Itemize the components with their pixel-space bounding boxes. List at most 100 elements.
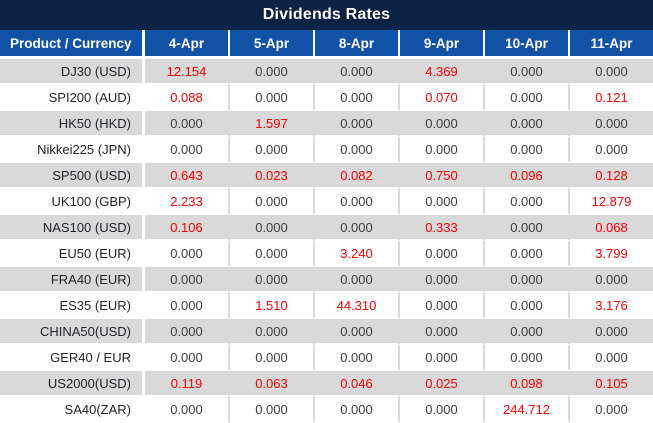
product-cell: SA40(ZAR) [0,397,145,423]
value-cell: 0.068 [570,215,653,241]
value-cell: 0.063 [230,371,315,397]
value-cell: 0.000 [315,267,400,293]
value-cell: 0.000 [485,267,570,293]
table-row: FRA40 (EUR) 0.000 0.000 0.000 0.000 0.000 0.00… [0,267,653,293]
value-cell: 0.088 [145,85,230,111]
value-cell: 0.105 [570,371,653,397]
table-title-bar: Dividends Rates [0,0,653,30]
table-row: UK100 (GBP) 2.233 0.000 0.000 0.000 0.000 12.8… [0,189,653,215]
header-row: Product / Currency 4-Apr 5-Apr 8-Apr 9-Apr 1… [0,30,653,59]
value-cell: 0.000 [145,241,230,267]
table-row: NAS100 (USD) 0.106 0.000 0.000 0.333 0.000 0.0… [0,215,653,241]
value-cell: 0.046 [315,371,400,397]
value-cell: 0.000 [400,293,485,319]
table-title: Dividends Rates [262,6,391,23]
value-cell: 0.000 [230,85,315,111]
value-cell: 0.000 [485,85,570,111]
value-cell: 0.000 [145,267,230,293]
table-row: HK50 (HKD) 0.000 1.597 0.000 0.000 0.000 0.000 [0,111,653,137]
value-cell: 0.750 [400,163,485,189]
value-cell: 0.000 [485,111,570,137]
table-row: EU50 (EUR) 0.000 0.000 3.240 0.000 0.000 3.799 [0,241,653,267]
value-cell: 0.000 [570,111,653,137]
product-cell: NAS100 (USD) [0,215,145,241]
value-cell: 44.310 [315,293,400,319]
product-cell: DJ30 (USD) [0,59,145,85]
table-row: SA40(ZAR) 0.000 0.000 0.000 0.000 244.712 0.00… [0,397,653,423]
value-cell: 0.000 [400,345,485,371]
value-cell: 0.128 [570,163,653,189]
table-row: SPI200 (AUD) 0.088 0.000 0.000 0.070 0.000 0.1… [0,85,653,111]
table-row: ES35 (EUR) 0.000 1.510 44.310 0.000 0.000 3.17… [0,293,653,319]
value-cell: 0.025 [400,371,485,397]
value-cell: 0.000 [230,345,315,371]
value-cell: 0.098 [485,371,570,397]
value-cell: 0.000 [400,189,485,215]
table-body: DJ30 (USD) 12.154 0.000 0.000 4.369 0.000 0.00… [0,59,653,423]
table-row: Nikkei225 (JPN) 0.000 0.000 0.000 0.000 0.000… [0,137,653,163]
product-cell: UK100 (GBP) [0,189,145,215]
value-cell: 0.000 [485,137,570,163]
value-cell: 0.000 [570,267,653,293]
value-cell: 0.000 [485,319,570,345]
value-cell: 0.000 [570,59,653,85]
value-cell: 0.106 [145,215,230,241]
table-row: DJ30 (USD) 12.154 0.000 0.000 4.369 0.000 0.00… [0,59,653,85]
value-cell: 0.000 [145,111,230,137]
product-cell: CHINA50(USD) [0,319,145,345]
value-cell: 0.096 [485,163,570,189]
value-cell: 0.121 [570,85,653,111]
value-cell: 0.000 [145,137,230,163]
value-cell: 0.000 [400,137,485,163]
value-cell: 12.154 [145,59,230,85]
value-cell: 3.176 [570,293,653,319]
value-cell: 0.000 [315,345,400,371]
product-cell: Nikkei225 (JPN) [0,137,145,163]
value-cell: 2.233 [145,189,230,215]
value-cell: 0.000 [485,59,570,85]
value-cell: 0.000 [485,345,570,371]
value-cell: 4.369 [400,59,485,85]
value-cell: 0.000 [570,319,653,345]
product-cell: US2000(USD) [0,371,145,397]
product-cell: SPI200 (AUD) [0,85,145,111]
header-cell-date: 8-Apr [315,30,400,56]
value-cell: 0.000 [315,111,400,137]
header-cell-date: 4-Apr [145,30,230,56]
value-cell: 0.000 [145,319,230,345]
value-cell: 3.799 [570,241,653,267]
table-row: GER40 / EUR 0.000 0.000 0.000 0.000 0.000 0.00… [0,345,653,371]
value-cell: 0.000 [230,319,315,345]
value-cell: 0.643 [145,163,230,189]
date-headers: 4-Apr 5-Apr 8-Apr 9-Apr 10-Apr 11-Apr [145,30,653,56]
value-cell: 0.000 [570,137,653,163]
product-cell: ES35 (EUR) [0,293,145,319]
value-cell: 0.333 [400,215,485,241]
value-cell: 0.119 [145,371,230,397]
value-cell: 0.000 [400,397,485,423]
product-cell: SP500 (USD) [0,163,145,189]
value-cell: 244.712 [485,397,570,423]
value-cell: 0.000 [400,241,485,267]
header-cell-date: 10-Apr [485,30,570,56]
header-cell-date: 9-Apr [400,30,485,56]
table-row: US2000(USD) 0.119 0.063 0.046 0.025 0.098 0.10… [0,371,653,397]
value-cell: 0.000 [315,189,400,215]
value-cell: 0.000 [145,293,230,319]
value-cell: 0.000 [400,267,485,293]
value-cell: 0.000 [570,345,653,371]
value-cell: 1.510 [230,293,315,319]
value-cell: 0.000 [485,189,570,215]
product-cell: HK50 (HKD) [0,111,145,137]
value-cell: 12.879 [570,189,653,215]
value-cell: 0.000 [145,345,230,371]
product-cell: GER40 / EUR [0,345,145,371]
value-cell: 0.000 [485,293,570,319]
value-cell: 0.000 [485,215,570,241]
value-cell: 0.000 [400,111,485,137]
value-cell: 0.000 [570,397,653,423]
value-cell: 0.000 [230,59,315,85]
product-cell: FRA40 (EUR) [0,267,145,293]
value-cell: 0.000 [230,397,315,423]
